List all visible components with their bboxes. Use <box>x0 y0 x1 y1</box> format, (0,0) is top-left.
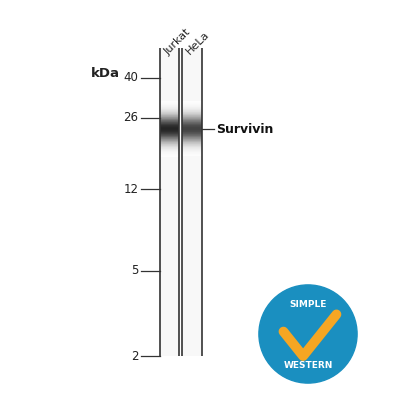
Bar <box>160 48 179 356</box>
Text: 40: 40 <box>124 71 138 84</box>
Text: SIMPLE: SIMPLE <box>289 300 327 309</box>
Text: ™: ™ <box>350 370 356 375</box>
Text: WESTERN: WESTERN <box>283 362 333 370</box>
Text: Survivin: Survivin <box>216 122 273 136</box>
Text: HeLa: HeLa <box>184 30 212 57</box>
Bar <box>182 48 202 356</box>
Text: 26: 26 <box>123 111 138 124</box>
Circle shape <box>259 285 357 383</box>
Text: 5: 5 <box>131 264 138 277</box>
Text: kDa: kDa <box>91 66 120 80</box>
Text: 12: 12 <box>123 183 138 196</box>
Text: 2: 2 <box>131 350 138 362</box>
Text: Jurkat: Jurkat <box>162 27 192 57</box>
